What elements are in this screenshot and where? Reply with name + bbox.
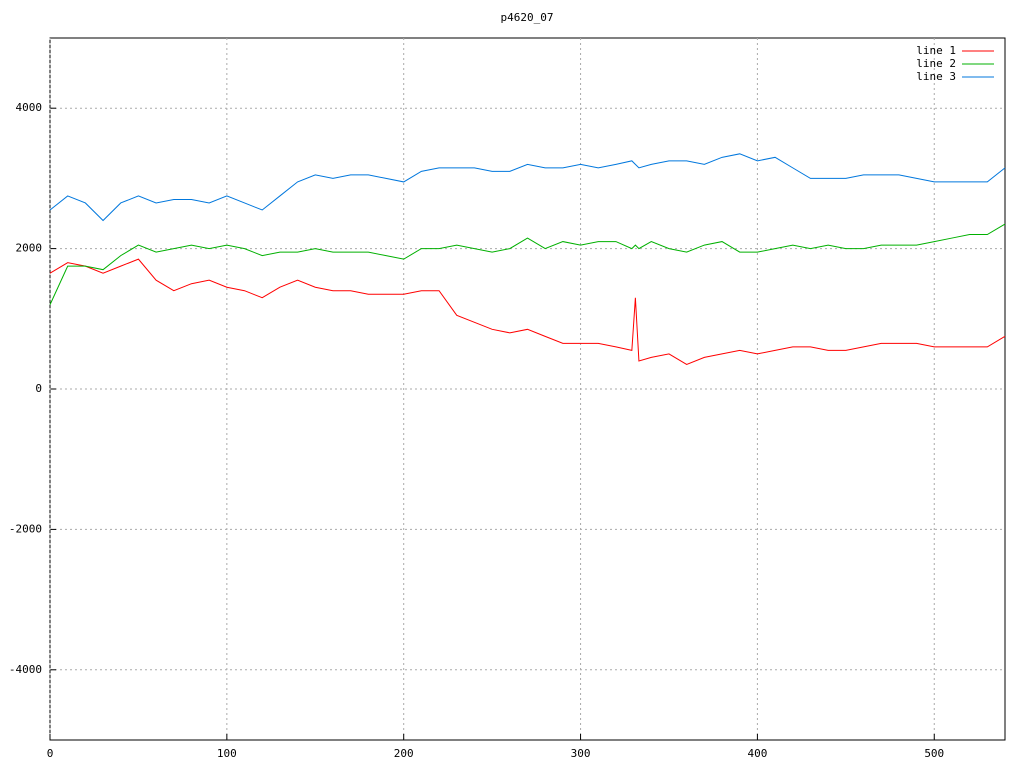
- data-line: [49, 153, 1006, 222]
- x-tick-label: 500: [924, 747, 944, 760]
- y-tick-label: -2000: [9, 522, 42, 535]
- y-tick-label: -4000: [9, 663, 42, 676]
- x-tick-label: 400: [747, 747, 767, 760]
- data-line: [49, 258, 1006, 365]
- y-tick-label: 0: [35, 382, 42, 395]
- x-tick-label: 200: [394, 747, 414, 760]
- x-tick-label: 100: [217, 747, 237, 760]
- legend-label: line 2: [916, 57, 956, 70]
- x-tick-label: 300: [571, 747, 591, 760]
- chart-title: p4620_07: [501, 11, 554, 24]
- y-tick-label: 4000: [16, 101, 43, 114]
- y-tick-label: 2000: [16, 242, 43, 255]
- x-tick-label: 0: [47, 747, 54, 760]
- legend-label: line 3: [916, 70, 956, 83]
- legend-label: line 1: [916, 44, 956, 57]
- data-line: [49, 223, 1006, 305]
